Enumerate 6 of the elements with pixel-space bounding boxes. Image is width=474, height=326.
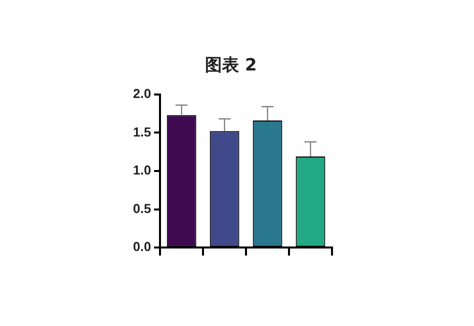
y-tick-label: 2.0 — [132, 86, 152, 101]
y-tick-label: 0.5 — [132, 200, 152, 216]
y-tick-label: 1.0 — [132, 162, 152, 178]
chart-title: 图表 2 — [205, 56, 257, 76]
y-tick-label: 1.5 — [132, 124, 152, 140]
y-tick-label: 0.0 — [132, 239, 152, 254]
